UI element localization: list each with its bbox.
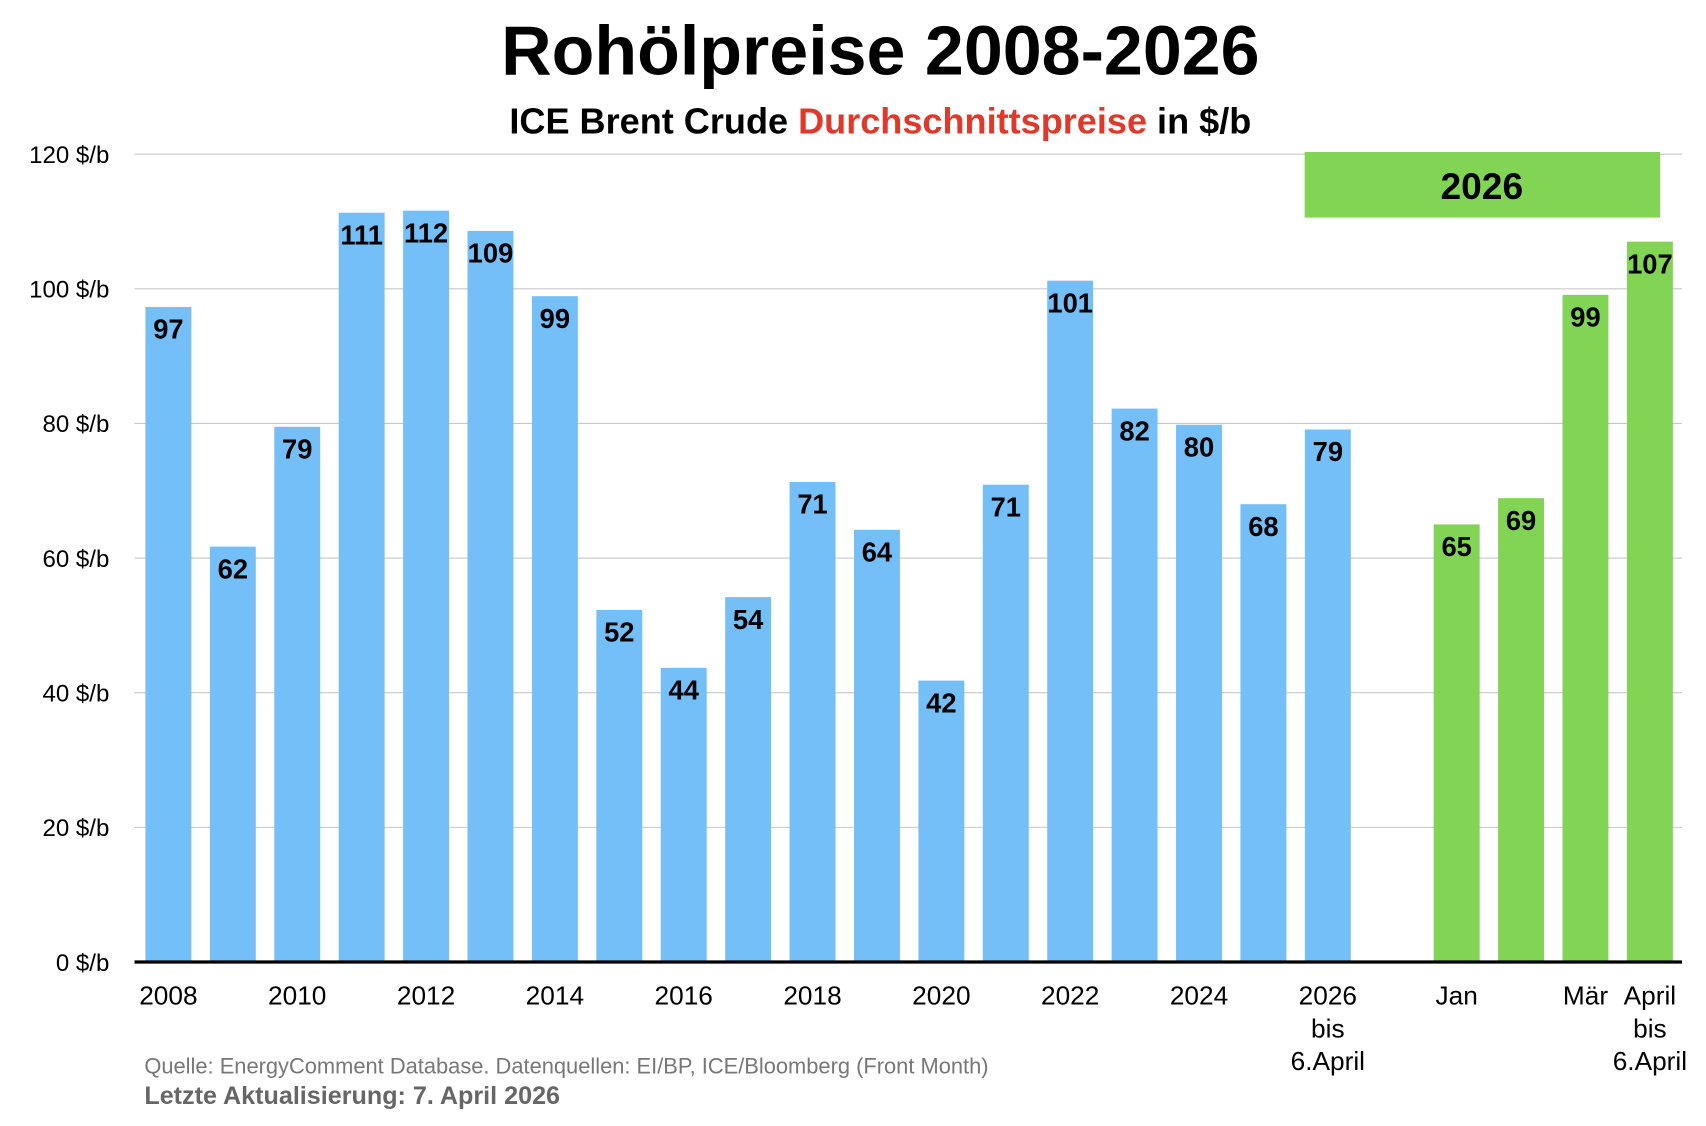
bars: 97 62 79 111 112 109 99 52 44 54 71 64 42 71 101 82 80 68… bbox=[145, 210, 1673, 963]
y-tick-label: 100 $/b bbox=[29, 277, 109, 304]
data-label: 69 bbox=[1506, 505, 1536, 536]
data-label: 64 bbox=[862, 537, 893, 568]
data-label: 79 bbox=[282, 434, 312, 465]
y-tick-label: 20 $/b bbox=[42, 815, 109, 842]
bar-2014 bbox=[531, 296, 578, 963]
y-tick-label: 0 $/b bbox=[56, 950, 109, 977]
annotation-box bbox=[1304, 151, 1661, 218]
data-label: 101 bbox=[1047, 287, 1093, 318]
bar-2017 bbox=[725, 597, 772, 963]
chart-subtitle: ICE Brent Crude Durchschnittspreise in $… bbox=[509, 100, 1251, 141]
bar-Feb bbox=[1498, 498, 1545, 963]
data-label: 68 bbox=[1248, 511, 1278, 542]
bar-2012 bbox=[403, 210, 450, 963]
x-tick-label: 2014 bbox=[526, 981, 584, 1011]
annotation-label: 2026 bbox=[1440, 165, 1523, 207]
x-tick-line: bis bbox=[1633, 1013, 1667, 1043]
gridlines bbox=[134, 153, 1682, 828]
bar-Mär bbox=[1562, 294, 1609, 963]
data-label: 52 bbox=[604, 617, 634, 648]
x-tick-label: Mär bbox=[1563, 981, 1608, 1011]
x-tick-line: Jan bbox=[1436, 981, 1478, 1011]
x-tick-line: 2026 bbox=[1299, 981, 1357, 1011]
bar-2018 bbox=[789, 482, 836, 963]
data-label: 71 bbox=[991, 491, 1021, 522]
bar-Jan bbox=[1433, 524, 1480, 963]
chart-title: Rohölpreise 2008-2026 bbox=[501, 11, 1260, 89]
footer-updated: Letzte Aktualisierung: 7. April 2026 bbox=[144, 1082, 560, 1110]
data-label: 42 bbox=[926, 687, 956, 718]
data-label: 79 bbox=[1313, 436, 1343, 467]
data-label: 65 bbox=[1441, 531, 1471, 562]
data-label: 99 bbox=[540, 303, 570, 334]
bar-2023 bbox=[1111, 408, 1158, 963]
x-tick-label: 2008 bbox=[139, 981, 197, 1011]
data-label: 99 bbox=[1570, 302, 1600, 333]
bar-2009 bbox=[209, 546, 256, 963]
x-tick-line: 2020 bbox=[912, 981, 970, 1011]
x-tick-label: 2024 bbox=[1170, 981, 1228, 1011]
bar-2015 bbox=[596, 609, 643, 963]
y-tick-label: 40 $/b bbox=[42, 680, 109, 707]
y-axis-ticks: 0 $/b 20 $/b 40 $/b 60 $/b 80 $/b 100 $/b 120 … bbox=[29, 142, 109, 977]
x-tick-line: 2022 bbox=[1041, 981, 1099, 1011]
x-tick-label: 2022 bbox=[1041, 981, 1099, 1011]
x-tick-line: 2018 bbox=[783, 981, 841, 1011]
subtitle-part-1: ICE Brent Crude bbox=[509, 100, 798, 141]
x-tick-label: 2018 bbox=[783, 981, 841, 1011]
x-tick-label: 2026 bis 6.April bbox=[1291, 981, 1365, 1077]
subtitle-part-3: in $/b bbox=[1147, 100, 1251, 141]
data-label: 54 bbox=[733, 604, 764, 635]
bar-2013 bbox=[467, 230, 514, 963]
y-tick-label: 80 $/b bbox=[42, 411, 109, 438]
x-tick-line: 2016 bbox=[655, 981, 713, 1011]
y-tick-label: 60 $/b bbox=[42, 546, 109, 573]
x-tick-label: Jan bbox=[1436, 981, 1478, 1011]
data-label: 97 bbox=[153, 314, 183, 345]
x-tick-line: 6.April bbox=[1291, 1046, 1365, 1076]
bar-2019 bbox=[853, 529, 900, 963]
footer-source: Quelle: EnergyComment Database. Datenque… bbox=[144, 1054, 988, 1079]
data-label: 82 bbox=[1119, 415, 1149, 446]
data-label: 111 bbox=[340, 219, 383, 250]
bar-2024 bbox=[1176, 424, 1222, 963]
x-tick-line: Mär bbox=[1563, 981, 1608, 1011]
x-tick-line: 6.April bbox=[1613, 1046, 1687, 1076]
x-tick-label: April bis 6.April bbox=[1613, 981, 1687, 1077]
bar-2025 bbox=[1240, 504, 1287, 963]
x-tick-label: 2020 bbox=[912, 981, 970, 1011]
x-tick-line: April bbox=[1624, 981, 1676, 1011]
x-tick-label: 2012 bbox=[397, 981, 455, 1011]
x-tick-line: 2024 bbox=[1170, 981, 1228, 1011]
data-label: 109 bbox=[468, 238, 514, 269]
x-tick-line: 2014 bbox=[526, 981, 584, 1011]
bar-2026 bbox=[1304, 429, 1351, 963]
bar-2010 bbox=[274, 426, 321, 963]
x-tick-line: 2008 bbox=[139, 981, 197, 1011]
data-label: 112 bbox=[404, 217, 448, 248]
x-tick-label: 2016 bbox=[655, 981, 713, 1011]
data-label: 71 bbox=[797, 489, 827, 520]
bar-2020 bbox=[918, 680, 965, 963]
y-tick-label: 120 $/b bbox=[29, 142, 109, 169]
bar-2008 bbox=[145, 306, 192, 963]
bar-2016 bbox=[660, 667, 707, 963]
x-tick-line: bis bbox=[1311, 1013, 1345, 1043]
data-label: 107 bbox=[1627, 248, 1673, 279]
x-tick-label: 2010 bbox=[268, 981, 326, 1011]
x-tick-line: 2012 bbox=[397, 981, 455, 1011]
data-label: 44 bbox=[669, 675, 700, 706]
subtitle-highlight: Durchschnittspreise bbox=[798, 100, 1147, 141]
bar-2021 bbox=[982, 484, 1029, 963]
data-label: 62 bbox=[218, 553, 248, 584]
bar-2022 bbox=[1047, 280, 1094, 963]
bar-2011 bbox=[338, 212, 385, 963]
bar-April bbox=[1626, 241, 1673, 963]
x-axis-ticks: 2008 2010 2012 2014 2016 2018 2020 2022 2024 2026… bbox=[139, 981, 1687, 1077]
data-label: 80 bbox=[1184, 431, 1214, 462]
x-tick-line: 2010 bbox=[268, 981, 326, 1011]
